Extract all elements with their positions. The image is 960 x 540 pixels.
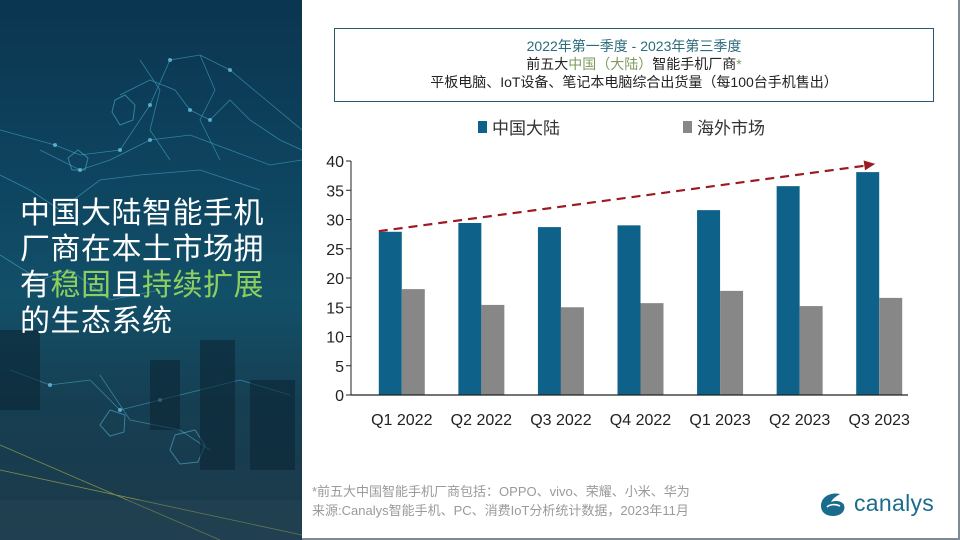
canalys-logo: canalys [818, 490, 934, 517]
headline-text: 且 [111, 269, 142, 302]
bar-overseas [401, 289, 425, 395]
headline: 中国大陆智能手机 厂商在本土市场拥 有稳固且持续扩展 的生态系统 [20, 196, 295, 340]
bar-mainland [856, 172, 880, 395]
chart-title-metric: 平板电脑、IoT设备、笔记本电脑综合出货量（每100台手机售出） [430, 74, 838, 90]
left-hero-panel: 中国大陆智能手机 厂商在本土市场拥 有稳固且持续扩展 的生态系统 [0, 0, 302, 540]
footnote-vendors: *前五大中国智能手机厂商包括：OPPO、vivo、荣耀、小米、华为 [312, 484, 690, 499]
x-tick-label: Q1 2023 [689, 412, 750, 429]
title-text: 智能手机厂商 [652, 56, 737, 72]
chart-title-subject: 前五大中国（大陆）智能手机厂商* [335, 55, 933, 73]
y-tick-label: 25 [326, 242, 344, 259]
y-tick-label: 15 [326, 300, 344, 317]
bar-overseas [720, 290, 744, 395]
x-tick-label: Q4 2022 [610, 412, 671, 429]
headline-line-2: 厂商在本土市场拥 [20, 233, 264, 266]
trend-arrow-head [863, 160, 876, 171]
trend-arrow-line [378, 164, 868, 233]
x-tick-label: Q1 2022 [371, 412, 432, 429]
x-tick-label: Q3 2022 [530, 412, 591, 429]
bar-mainland [776, 186, 800, 395]
bar-mainland [458, 223, 482, 395]
x-tick-label: Q2 2022 [451, 412, 512, 429]
legend-swatch-mainland [478, 120, 487, 133]
bar-mainland [378, 231, 402, 395]
bar-overseas [640, 303, 664, 395]
y-tick-label: 0 [335, 388, 344, 405]
title-text: 前五大 [526, 56, 569, 72]
headline-line-1: 中国大陆智能手机 [20, 197, 264, 230]
bar-mainland [537, 227, 561, 395]
headline-text: 有 [20, 269, 51, 302]
frame-border [958, 0, 960, 540]
headline-highlight: 持续扩展 [142, 269, 264, 302]
legend-label: 中国大陆 [492, 119, 560, 138]
title-accent: 中国（大陆） [568, 56, 653, 72]
headline-line-4: 的生态系统 [20, 305, 173, 338]
bar-overseas [799, 306, 823, 395]
y-tick-label: 35 [326, 183, 344, 200]
headline-line-3: 有稳固且持续扩展 [20, 268, 295, 304]
chart-title-box: 2022年第一季度 - 2023年第三季度 前五大中国（大陆）智能手机厂商* 平… [334, 28, 934, 102]
title-asterisk: * [736, 56, 742, 72]
network-background-graphic [0, 54, 302, 540]
footnote: *前五大中国智能手机厂商包括：OPPO、vivo、荣耀、小米、华为 来源:Can… [312, 482, 690, 520]
canalys-logo-text: canalys [854, 490, 935, 516]
y-tick-label: 20 [326, 271, 344, 288]
canalys-logo-icon [821, 493, 845, 516]
chart-title-period: 2022年第一季度 - 2023年第三季度 [526, 38, 742, 54]
legend-item-overseas: 海外市场 [683, 114, 765, 139]
footnote-source: 来源:Canalys智能手机、PC、消费IoT分析统计数据，2023年11月 [312, 503, 689, 518]
x-tick-label: Q2 2023 [769, 412, 830, 429]
x-tick-label: Q3 2023 [849, 412, 910, 429]
legend-swatch-overseas [683, 120, 692, 133]
headline-highlight: 稳固 [50, 269, 112, 302]
bar-overseas [879, 297, 903, 395]
bar-mainland [697, 210, 721, 395]
y-tick-label: 40 [326, 154, 344, 171]
y-tick-label: 5 [335, 359, 344, 376]
legend-item-mainland: 中国大陆 [478, 114, 560, 139]
frame-border [302, 538, 960, 540]
y-tick-label: 10 [326, 330, 344, 347]
y-tick-label: 30 [326, 213, 344, 230]
bar-mainland [617, 225, 641, 395]
legend-label: 海外市场 [697, 119, 765, 138]
bar-overseas [481, 304, 505, 395]
bar-overseas [560, 307, 584, 395]
